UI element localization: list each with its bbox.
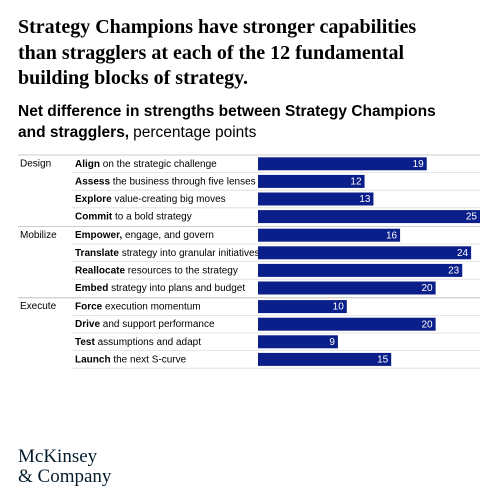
chart-title-line: Strategy Champions have stronger capabil… [18,16,416,38]
category-label: Embed strategy into plans and budget [75,283,245,294]
chart-title-line: building blocks of strategy. [18,67,248,89]
value-label: 19 [413,159,425,170]
bar [258,192,374,206]
value-label: 20 [421,319,433,330]
value-label: 16 [386,230,398,241]
group-label: Execute [20,301,57,312]
value-label: 10 [333,302,345,313]
bar [258,246,472,260]
value-label: 20 [421,283,433,294]
bar [258,210,480,224]
subtitle-bold: and stragglers, [18,124,129,141]
value-label: 24 [457,248,469,259]
category-label: Assess the business through five lenses [75,176,256,187]
category-label: Empower, engage, and govern [75,230,214,241]
category-label: Drive and support performance [75,319,215,330]
bar [258,263,463,277]
subtitle-line: Net difference in strengths between Stra… [18,103,436,120]
bar [258,300,347,314]
category-label: Translate strategy into granular initiat… [75,247,260,258]
subtitle-line: and stragglers, percentage points [18,124,257,141]
category-label: Align on the strategic challenge [75,158,217,169]
category-label: Test assumptions and adapt [75,336,201,347]
category-label: Commit to a bold strategy [75,211,192,222]
bar [258,174,365,188]
value-label: 13 [359,194,371,205]
bar [258,157,427,171]
category-label: Force execution momentum [75,301,201,312]
category-label: Explore value-creating big moves [75,194,226,205]
category-label: Reallocate resources to the strategy [75,265,238,276]
bar [258,228,401,242]
bar [258,335,338,349]
value-label: 23 [448,266,460,277]
group-label: Mobilize [20,230,57,241]
logo-line: & Company [18,466,112,487]
value-label: 25 [466,212,478,223]
bar [258,281,436,295]
value-label: 12 [350,177,362,188]
chart-title-line: than stragglers at each of the 12 fundam… [18,42,405,64]
category-label: Launch the next S-curve [75,354,187,365]
subtitle-unit: percentage points [133,124,256,141]
bar [258,317,436,331]
bar [258,352,392,366]
logo-line: McKinsey [18,446,98,467]
value-label: 15 [377,355,389,366]
value-label: 9 [329,337,335,348]
group-label: Design [20,158,51,169]
